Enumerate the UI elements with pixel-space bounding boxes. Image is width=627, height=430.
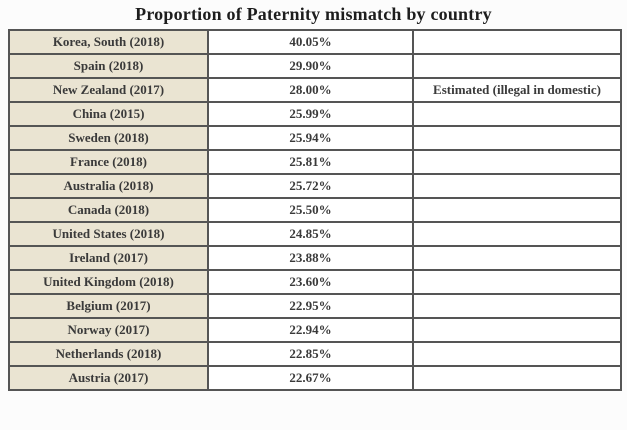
value-cell: 25.99% xyxy=(207,101,414,127)
country-cell: Australia (2018) xyxy=(8,173,209,199)
value-cell: 24.85% xyxy=(207,221,414,247)
page-title: Proportion of Paternity mismatch by coun… xyxy=(135,4,492,24)
country-cell: United States (2018) xyxy=(8,221,209,247)
country-cell: China (2015) xyxy=(8,101,209,127)
value-cell: 25.50% xyxy=(207,197,414,223)
country-cell: Ireland (2017) xyxy=(8,245,209,271)
table-row: Austria (2017) 22.67% xyxy=(8,365,622,391)
table-row: France (2018) 25.81% xyxy=(8,149,622,175)
table-row: Norway (2017) 22.94% xyxy=(8,317,622,343)
note-cell xyxy=(412,221,622,247)
note-cell xyxy=(412,269,622,295)
country-cell: Austria (2017) xyxy=(8,365,209,391)
table-row: New Zealand (2017) 28.00% Estimated (ill… xyxy=(8,77,622,103)
country-cell: Netherlands (2018) xyxy=(8,341,209,367)
country-cell: Canada (2018) xyxy=(8,197,209,223)
country-cell: Belgium (2017) xyxy=(8,293,209,319)
country-cell: France (2018) xyxy=(8,149,209,175)
value-cell: 40.05% xyxy=(207,29,414,55)
value-cell: 22.85% xyxy=(207,341,414,367)
country-cell: United Kingdom (2018) xyxy=(8,269,209,295)
note-cell xyxy=(412,53,622,79)
country-cell: Korea, South (2018) xyxy=(8,29,209,55)
table-row: Netherlands (2018) 22.85% xyxy=(8,341,622,367)
value-cell: 29.90% xyxy=(207,53,414,79)
table-row: China (2015) 25.99% xyxy=(8,101,622,127)
note-cell xyxy=(412,341,622,367)
note-cell xyxy=(412,293,622,319)
value-cell: 22.67% xyxy=(207,365,414,391)
note-cell xyxy=(412,149,622,175)
table-row: Spain (2018) 29.90% xyxy=(8,53,622,79)
table-body: Korea, South (2018) 40.05% Spain (2018) … xyxy=(8,29,622,391)
value-cell: 28.00% xyxy=(207,77,414,103)
value-cell: 25.81% xyxy=(207,149,414,175)
country-cell: Spain (2018) xyxy=(8,53,209,79)
table-row: Canada (2018) 25.50% xyxy=(8,197,622,223)
table-row: United Kingdom (2018) 23.60% xyxy=(8,269,622,295)
country-cell: Norway (2017) xyxy=(8,317,209,343)
note-cell xyxy=(412,29,622,55)
value-cell: 22.94% xyxy=(207,317,414,343)
value-cell: 23.60% xyxy=(207,269,414,295)
value-cell: 23.88% xyxy=(207,245,414,271)
note-cell xyxy=(412,365,622,391)
note-cell xyxy=(412,197,622,223)
table-row: Belgium (2017) 22.95% xyxy=(8,293,622,319)
note-cell xyxy=(412,173,622,199)
table-row: Korea, South (2018) 40.05% xyxy=(8,29,622,55)
table-row: United States (2018) 24.85% xyxy=(8,221,622,247)
note-cell: Estimated (illegal in domestic) xyxy=(412,77,622,103)
note-cell xyxy=(412,317,622,343)
table-row: Sweden (2018) 25.94% xyxy=(8,125,622,151)
table-row: Ireland (2017) 23.88% xyxy=(8,245,622,271)
note-cell xyxy=(412,245,622,271)
country-cell: Sweden (2018) xyxy=(8,125,209,151)
value-cell: 25.72% xyxy=(207,173,414,199)
note-cell xyxy=(412,125,622,151)
value-cell: 25.94% xyxy=(207,125,414,151)
value-cell: 22.95% xyxy=(207,293,414,319)
table-row: Australia (2018) 25.72% xyxy=(8,173,622,199)
paternity-mismatch-table: Korea, South (2018) 40.05% Spain (2018) … xyxy=(8,29,622,391)
note-cell xyxy=(412,101,622,127)
country-cell: New Zealand (2017) xyxy=(8,77,209,103)
